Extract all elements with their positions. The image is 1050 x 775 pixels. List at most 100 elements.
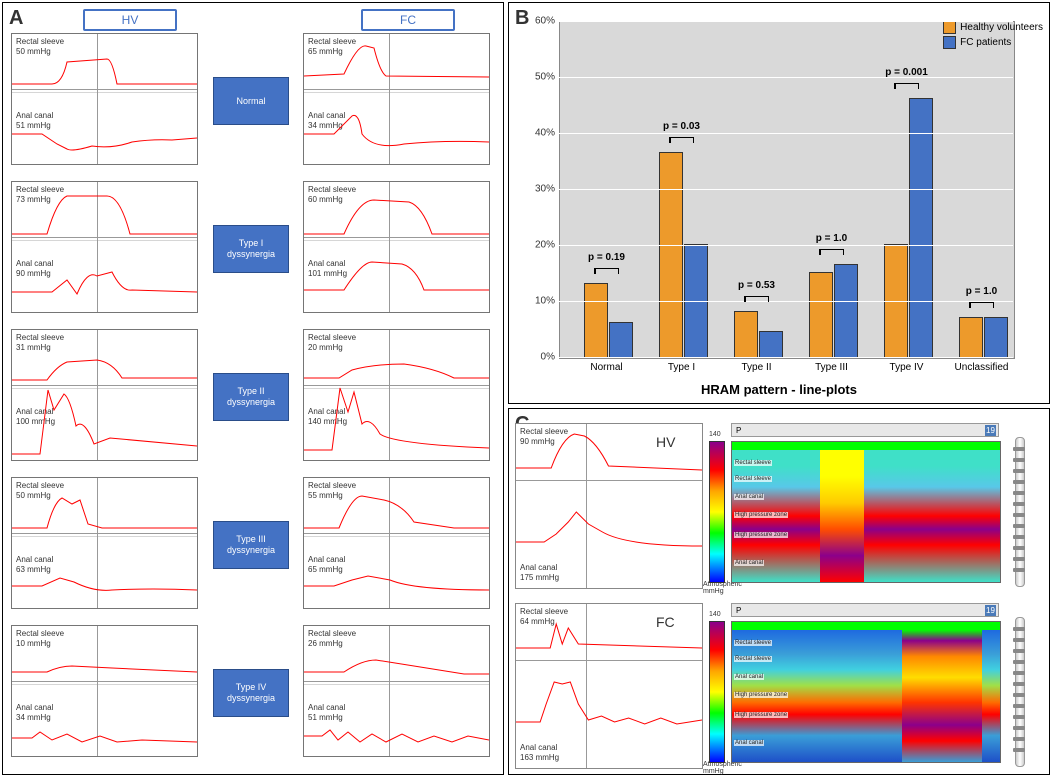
p-bracket	[744, 296, 769, 302]
legend-item: FC patients	[943, 36, 1043, 49]
waveform-box: Rectal sleeve50 mmHgAnal canal51 mmHg	[11, 33, 198, 165]
figure-container: A HV FC NormalRectal sleeve50 mmHgAnal c…	[0, 0, 1050, 775]
header-badge: 19	[985, 605, 996, 616]
colorbar-atm: Atmospheric mmHg	[703, 581, 742, 595]
heatmap-row-label: Anal canal	[734, 674, 764, 680]
gridline	[559, 77, 1013, 78]
row-category-label: Type I dyssynergia	[213, 225, 289, 273]
colorbar-atm: Atmospheric mmHg	[703, 761, 742, 775]
heatmap-event	[902, 630, 982, 762]
bar	[984, 317, 1008, 358]
panel-b-label: B	[515, 7, 529, 30]
panel-c-row: Rectal sleeve90 mmHgAnal canal175 mmHgHV…	[509, 417, 1049, 593]
panel-a-row: Type IV dyssynergiaRectal sleeve10 mmHgA…	[3, 625, 503, 765]
x-tick-label: Type III	[802, 362, 862, 373]
bar	[809, 272, 833, 358]
bar	[609, 322, 633, 358]
gridline	[559, 357, 1013, 358]
y-tick-label: 60%	[529, 16, 555, 27]
heatmap-row-label: High pressure zone	[734, 692, 788, 698]
p-bracket	[894, 83, 919, 89]
heatmap: Rectal sleeve Rectal sleeve Anal canal High…	[731, 621, 1001, 763]
y-tick-label: 40%	[529, 128, 555, 139]
heatmap-event	[820, 450, 864, 582]
gridline	[559, 21, 1013, 22]
panel-a-col-hv: HV	[83, 9, 177, 31]
p-value-label: p = 1.0	[951, 286, 1013, 297]
panel-a-row: Type III dyssynergia Rectal sleeve50 mmHg…	[3, 477, 503, 617]
gridline	[559, 189, 1013, 190]
heatmap-row-label: Rectal sleeve	[734, 460, 772, 466]
colorbar	[709, 441, 725, 583]
x-tick-label: Type IV	[877, 362, 937, 373]
waveform-box: Rectal sleeve10 mmHgAnal canal34 mmHg	[11, 625, 198, 757]
x-axis-title: HRAM pattern - line-plots	[509, 382, 1049, 397]
header-badge: 19	[985, 425, 996, 436]
y-tick-label: 0%	[529, 352, 555, 363]
colorbar-max: 140	[709, 611, 721, 618]
legend-text: Healthy volunteers	[960, 22, 1043, 33]
y-tick-label: 10%	[529, 296, 555, 307]
heatmap-header: P19	[731, 423, 999, 437]
bar	[659, 152, 683, 358]
waveform-box: Rectal sleeve55 mmHgAnal canal65 mmHg	[303, 477, 490, 609]
waveform-box: Rectal sleeve73 mmHgAnal canal90 mmHg	[11, 181, 198, 313]
bar	[734, 311, 758, 358]
legend-swatch	[943, 21, 956, 34]
waveform-box: Rectal sleeve60 mmHgAnal canal101 mmHg	[303, 181, 490, 313]
heatmap-row-label: Anal canal	[734, 740, 764, 746]
probe-icon	[1003, 617, 1035, 765]
heatmap: Rectal sleeve Rectal sleeve Anal canal High…	[731, 441, 1001, 583]
bar	[584, 283, 608, 358]
y-tick-label: 50%	[529, 72, 555, 83]
heatmap-row-label: Rectal sleeve	[734, 476, 772, 482]
bar	[834, 264, 858, 358]
legend-item: Healthy volunteers	[943, 21, 1043, 34]
x-tick-label: Type II	[727, 362, 787, 373]
probe-icon	[1003, 437, 1035, 585]
panel-c-waveform: Rectal sleeve90 mmHgAnal canal175 mmHgHV	[515, 423, 703, 589]
panel-a-label: A	[9, 7, 23, 30]
panel-a-row: Normal Rectal sleeve50 mmHgAnal canal51 m…	[3, 33, 503, 173]
row-category-label: Normal	[213, 77, 289, 125]
waveform-box: Rectal sleeve31 mmHgAnal canal100 mmHg	[11, 329, 198, 461]
panel-a: A HV FC NormalRectal sleeve50 mmHgAnal c…	[2, 2, 504, 775]
heatmap-row-label: High pressure zone	[734, 532, 788, 538]
y-tick-label: 30%	[529, 184, 555, 195]
legend-text: FC patients	[960, 37, 1011, 48]
waveform-box: Rectal sleeve50 mmHgAnal canal63 mmHg	[11, 477, 198, 609]
bar	[759, 331, 783, 358]
heatmap-header: P19	[731, 603, 999, 617]
panel-c-waveform: Rectal sleeve64 mmHgAnal canal163 mmHgFC	[515, 603, 703, 769]
heatmap-row-label: Rectal sleeve	[734, 656, 772, 662]
heatmap-row-label: Rectal sleeve	[734, 640, 772, 646]
gridline	[559, 245, 1013, 246]
p-bracket	[969, 302, 994, 308]
p-value-label: p = 0.001	[876, 67, 938, 78]
p-bracket	[819, 249, 844, 255]
heatmap-row-label: Anal canal	[734, 560, 764, 566]
x-tick-label: Type I	[652, 362, 712, 373]
panel-c-row: Rectal sleeve64 mmHgAnal canal163 mmHgFC…	[509, 597, 1049, 773]
panel-a-row: Type I dyssynergia Rectal sleeve73 mmHgAn…	[3, 181, 503, 321]
p-value-label: p = 1.0	[801, 233, 863, 244]
waveform-box: Rectal sleeve26 mmHgAnal canal51 mmHg	[303, 625, 490, 757]
colorbar	[709, 621, 725, 763]
waveform-box: Rectal sleeve65 mmHgAnal canal34 mmHg	[303, 33, 490, 165]
bar	[959, 317, 983, 358]
panel-c: C Rectal sleeve90 mmHgAnal canal175 mmHg…	[508, 408, 1050, 775]
bar	[909, 98, 933, 358]
panel-c-tag: HV	[656, 434, 675, 450]
gridline	[559, 133, 1013, 134]
legend-swatch	[943, 36, 956, 49]
y-tick-label: 20%	[529, 240, 555, 251]
row-category-label: Type II dyssynergia	[213, 373, 289, 421]
p-bracket	[594, 268, 619, 274]
gridline	[559, 301, 1013, 302]
row-category-label: Type III dyssynergia	[213, 521, 289, 569]
heatmap-wrap: 140Atmospheric mmHgP19Rectal sleeveRecta…	[709, 423, 1039, 587]
p-bracket	[669, 137, 694, 143]
panel-a-row: Type II dyssynergia Rectal sleeve31 mmHgA…	[3, 329, 503, 469]
heatmap-wrap: 140Atmospheric mmHgP19Rectal sleeveRecta…	[709, 603, 1039, 767]
waveform-box: Rectal sleeve20 mmHgAnal canal140 mmHg	[303, 329, 490, 461]
